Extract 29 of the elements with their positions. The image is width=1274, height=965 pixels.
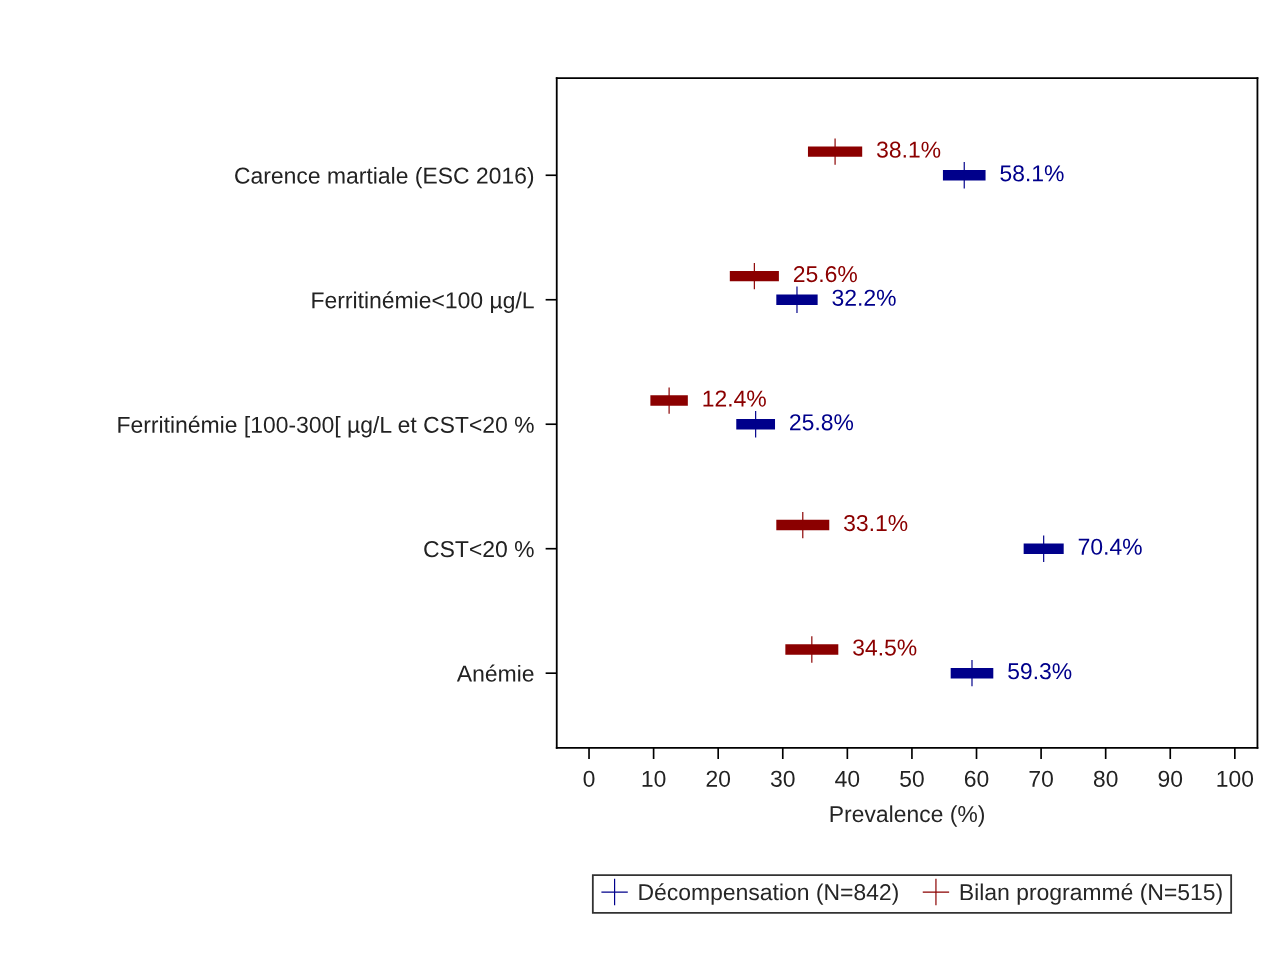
y-tick-label: Anémie <box>456 664 534 682</box>
y-tick-label: Ferritinémie<100 µg/L <box>312 291 534 313</box>
x-axis-title: Prevalence (%) <box>830 805 984 827</box>
data-label: 32.2% <box>832 289 896 306</box>
y-tick-label: Ferritinémie [100-300[ µg/L et CST<20 % <box>118 415 534 438</box>
x-tick-label: 90 <box>1158 770 1183 787</box>
data-label: 70.4% <box>1078 538 1142 555</box>
data-label: 58.1% <box>1000 165 1064 182</box>
data-label: 25.8% <box>790 414 854 431</box>
legend-label: Décompensation (N=842) <box>639 883 898 905</box>
legend-label: Bilan programmé (N=515) <box>960 883 1222 905</box>
x-tick-label: 100 <box>1217 770 1254 787</box>
data-label: 33.1% <box>844 514 908 532</box>
x-tick-label: 0 <box>583 770 595 787</box>
data-label: 25.6% <box>793 266 857 283</box>
data-label: 12.4% <box>703 390 766 407</box>
x-tick-label: 70 <box>1029 770 1053 787</box>
x-tick-label: 20 <box>706 770 731 787</box>
x-tick-label: 30 <box>770 770 795 787</box>
x-tick-label: 60 <box>964 770 989 787</box>
data-label: 59.3% <box>1008 663 1072 680</box>
x-tick-label: 50 <box>900 770 924 787</box>
x-tick-label: 10 <box>642 770 666 787</box>
data-label: 34.5% <box>853 639 917 656</box>
x-tick-label: 40 <box>835 770 860 787</box>
y-tick-label: Carence martiale (ESC 2016) <box>235 166 534 189</box>
y-tick-label: CST<20 % <box>424 541 534 558</box>
x-tick-label: 80 <box>1093 770 1118 787</box>
data-label: 38.1% <box>876 141 941 158</box>
